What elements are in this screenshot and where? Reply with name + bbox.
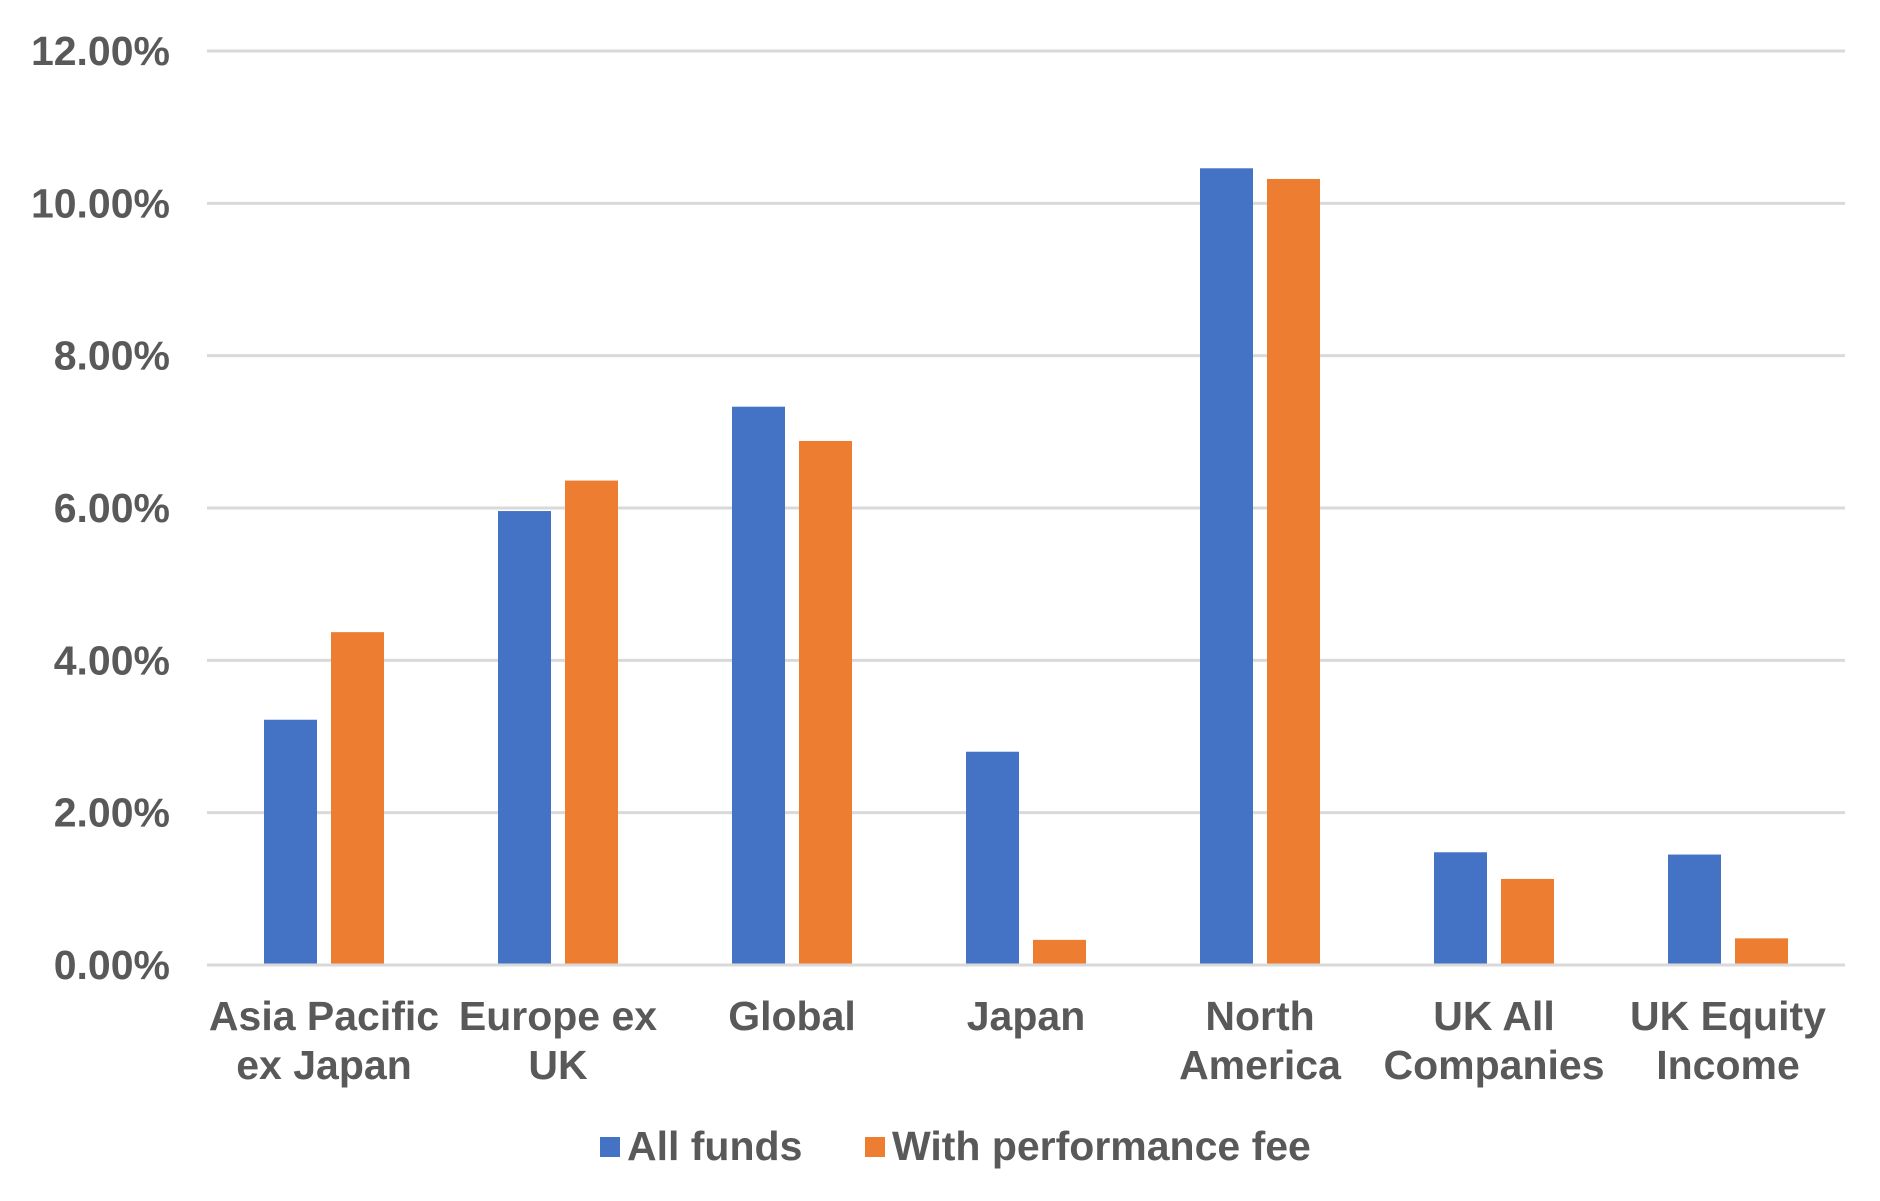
y-tick-label: 8.00% xyxy=(54,333,170,379)
bar xyxy=(1501,878,1554,965)
legend-swatch xyxy=(600,1137,620,1157)
x-tick-label: UK Equity Income xyxy=(1630,993,1826,1088)
legend-item[interactable]: All funds xyxy=(600,1123,802,1169)
y-tick-label: 0.00% xyxy=(54,942,170,988)
bars xyxy=(264,168,1788,966)
legend-item[interactable]: With performance fee xyxy=(865,1123,1311,1169)
x-tick-label: Europe ex UK xyxy=(459,993,657,1088)
x-tick-label: Japan xyxy=(967,993,1086,1039)
x-tick-label: North America xyxy=(1179,993,1342,1088)
bar xyxy=(1200,168,1253,966)
y-tick-label: 4.00% xyxy=(54,637,170,683)
y-tick-label: 12.00% xyxy=(31,28,170,74)
legend-label: With performance fee xyxy=(892,1123,1311,1169)
bar xyxy=(264,719,317,965)
bar xyxy=(732,406,785,965)
legend-swatch xyxy=(865,1137,885,1157)
y-tick-label: 6.00% xyxy=(54,485,170,531)
bar xyxy=(1033,939,1086,965)
bar xyxy=(966,751,1019,965)
bar xyxy=(1668,854,1721,965)
y-tick-label: 10.00% xyxy=(31,180,170,226)
bar xyxy=(1735,938,1788,965)
x-tick-label: UK All Companies xyxy=(1384,993,1605,1088)
bar xyxy=(1267,178,1320,965)
bar xyxy=(565,480,618,965)
gridlines xyxy=(207,49,1845,815)
legend[interactable]: All funds With performance fee xyxy=(600,1123,1311,1169)
y-axis-tick-labels: 0.00% 2.00% 4.00% 6.00% 8.00% 10.00% 12.00% xyxy=(31,28,170,988)
bar xyxy=(498,511,551,965)
y-tick-label: 2.00% xyxy=(54,790,170,836)
bar xyxy=(331,632,384,965)
legend-label: All funds xyxy=(627,1123,802,1169)
x-tick-label: Asia Pacific ex Japan xyxy=(209,993,439,1088)
bar xyxy=(799,440,852,965)
bar xyxy=(1434,852,1487,965)
x-tick-label: Global xyxy=(728,993,856,1039)
